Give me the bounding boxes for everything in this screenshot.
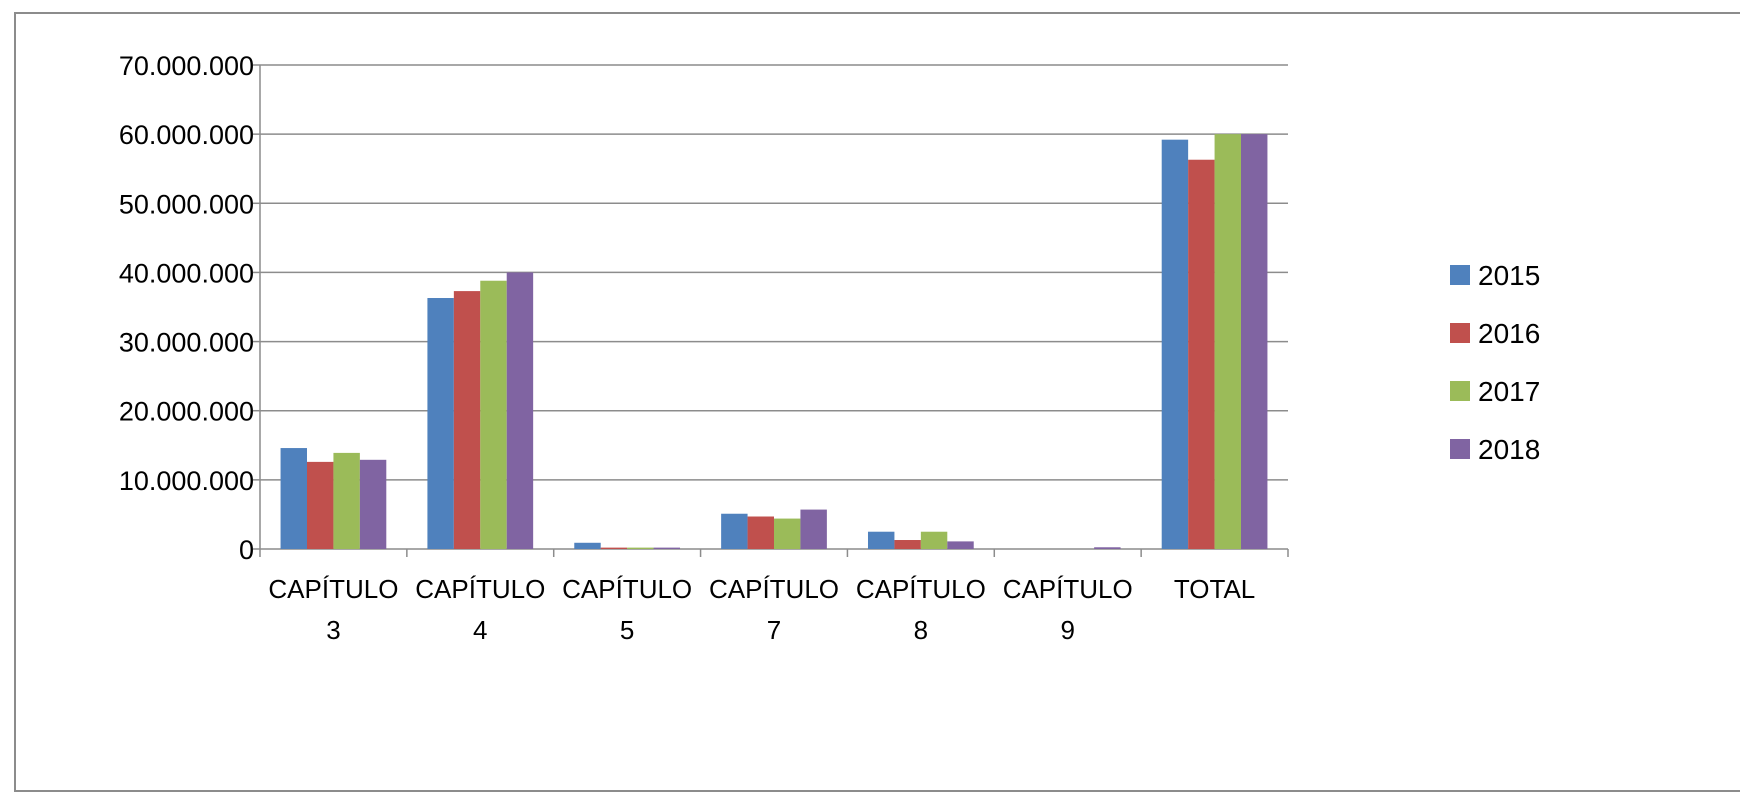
bar-2018-2: [506, 272, 534, 549]
x-category-label: CAPÍTULO: [856, 574, 986, 604]
x-category-label: 7: [767, 615, 781, 645]
bar-2016-2: [453, 291, 481, 549]
x-category-label: CAPÍTULO: [709, 574, 839, 604]
y-tick-label: 10.000.000: [119, 466, 254, 496]
bars: [280, 134, 1268, 549]
bar-2016-1: [306, 461, 334, 549]
bar-2016-3: [600, 547, 628, 549]
x-category-label: CAPÍTULO: [1003, 574, 1133, 604]
bar-2018-1: [359, 459, 387, 549]
bar-2018-7: [1241, 134, 1268, 549]
y-tick-label: 60.000.000: [119, 120, 254, 150]
y-tick-label: 40.000.000: [119, 258, 254, 288]
legend-swatch-2016: [1450, 323, 1470, 343]
bar-2015-2: [427, 298, 454, 549]
bar-2018-3: [653, 547, 681, 549]
x-category-label: TOTAL: [1174, 574, 1255, 604]
legend-label-2018: 2018: [1478, 434, 1540, 465]
x-category-label: 4: [473, 615, 487, 645]
x-category-label: CAPÍTULO: [415, 574, 545, 604]
y-tick-label: 0: [239, 535, 254, 565]
bar-2015-4: [721, 513, 748, 549]
bar-2017-2: [480, 280, 507, 549]
bar-2017-7: [1214, 134, 1242, 549]
bar-2017-5: [920, 531, 948, 549]
bar-2017-4: [774, 518, 801, 549]
legend-label-2017: 2017: [1478, 376, 1540, 407]
bar-2018-4: [800, 509, 827, 549]
x-category-label: 5: [620, 615, 634, 645]
gridlines: [260, 64, 1288, 481]
bar-2016-4: [747, 516, 774, 549]
x-category-label: 8: [914, 615, 928, 645]
y-tick-label: 70.000.000: [119, 51, 254, 81]
x-category-label: 3: [326, 615, 340, 645]
bar-2015-3: [574, 542, 601, 549]
bar-2015-5: [867, 531, 895, 549]
bar-2016-5: [894, 540, 921, 549]
y-tick-label: 20.000.000: [119, 397, 254, 427]
x-category-label: CAPÍTULO: [268, 574, 398, 604]
bar-2015-1: [280, 448, 307, 549]
bar-2017-3: [627, 547, 654, 549]
y-tick-label: 30.000.000: [119, 328, 254, 358]
legend-swatch-2018: [1450, 439, 1470, 459]
y-tick-label: 50.000.000: [119, 189, 254, 219]
chart-frame: [14, 12, 1740, 792]
x-axis: CAPÍTULO 3 CAPÍTULO 4 CAPÍTULO 5 CAPÍTULO 7 CAPÍ…: [259, 548, 1289, 645]
bar-2015-7: [1161, 139, 1189, 549]
x-category-label: 9: [1060, 615, 1074, 645]
legend-swatch-2015: [1450, 265, 1470, 285]
x-category-label: CAPÍTULO: [562, 574, 692, 604]
bar-2017-1: [333, 452, 360, 549]
bar-2018-6: [1094, 547, 1121, 549]
y-axis: 0 10.000.000 20.000.000 30.000.000 40.000.00…: [119, 51, 261, 565]
bar-2016-7: [1188, 159, 1215, 549]
legend: 2015 2016 2017 2018: [1450, 260, 1540, 465]
bar-2018-5: [947, 541, 974, 549]
legend-swatch-2017: [1450, 381, 1470, 401]
legend-label-2016: 2016: [1478, 318, 1540, 349]
legend-label-2015: 2015: [1478, 260, 1540, 291]
